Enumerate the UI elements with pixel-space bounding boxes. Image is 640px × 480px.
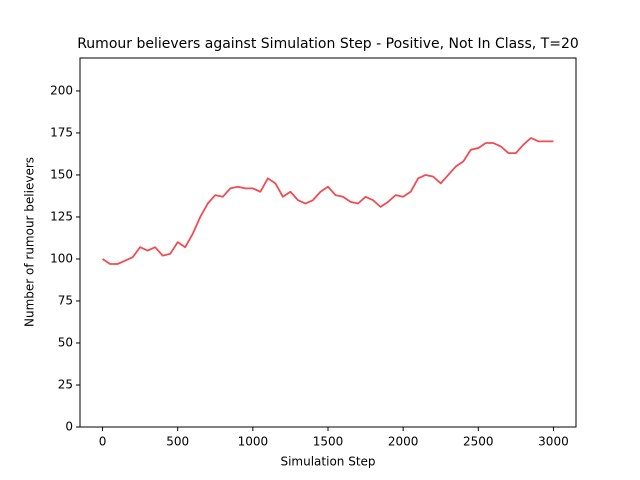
x-axis-label: Simulation Step [280, 455, 375, 469]
x-tick-label: 0 [99, 435, 107, 449]
x-tick-label: 3000 [538, 435, 569, 449]
y-tick-label: 200 [50, 83, 73, 97]
y-tick-label: 150 [50, 167, 73, 181]
y-tick-label: 75 [58, 293, 73, 307]
x-tick-label: 2500 [463, 435, 494, 449]
y-tick-label: 50 [58, 335, 73, 349]
x-tick-label: 2000 [388, 435, 419, 449]
y-tick-label: 175 [50, 125, 73, 139]
y-axis-label: Number of rumour believers [23, 157, 37, 327]
data-line [102, 137, 554, 265]
x-tick-label: 500 [166, 435, 189, 449]
x-tick-label: 1500 [313, 435, 344, 449]
y-tick-label: 0 [65, 420, 73, 434]
y-tick-label: 100 [50, 251, 73, 265]
chart-title: Rumour believers against Simulation Step… [77, 36, 579, 52]
y-tick-label: 25 [58, 377, 73, 391]
x-tick-label: 1000 [238, 435, 269, 449]
y-tick-label: 125 [50, 209, 73, 223]
axes-frame [79, 57, 577, 428]
